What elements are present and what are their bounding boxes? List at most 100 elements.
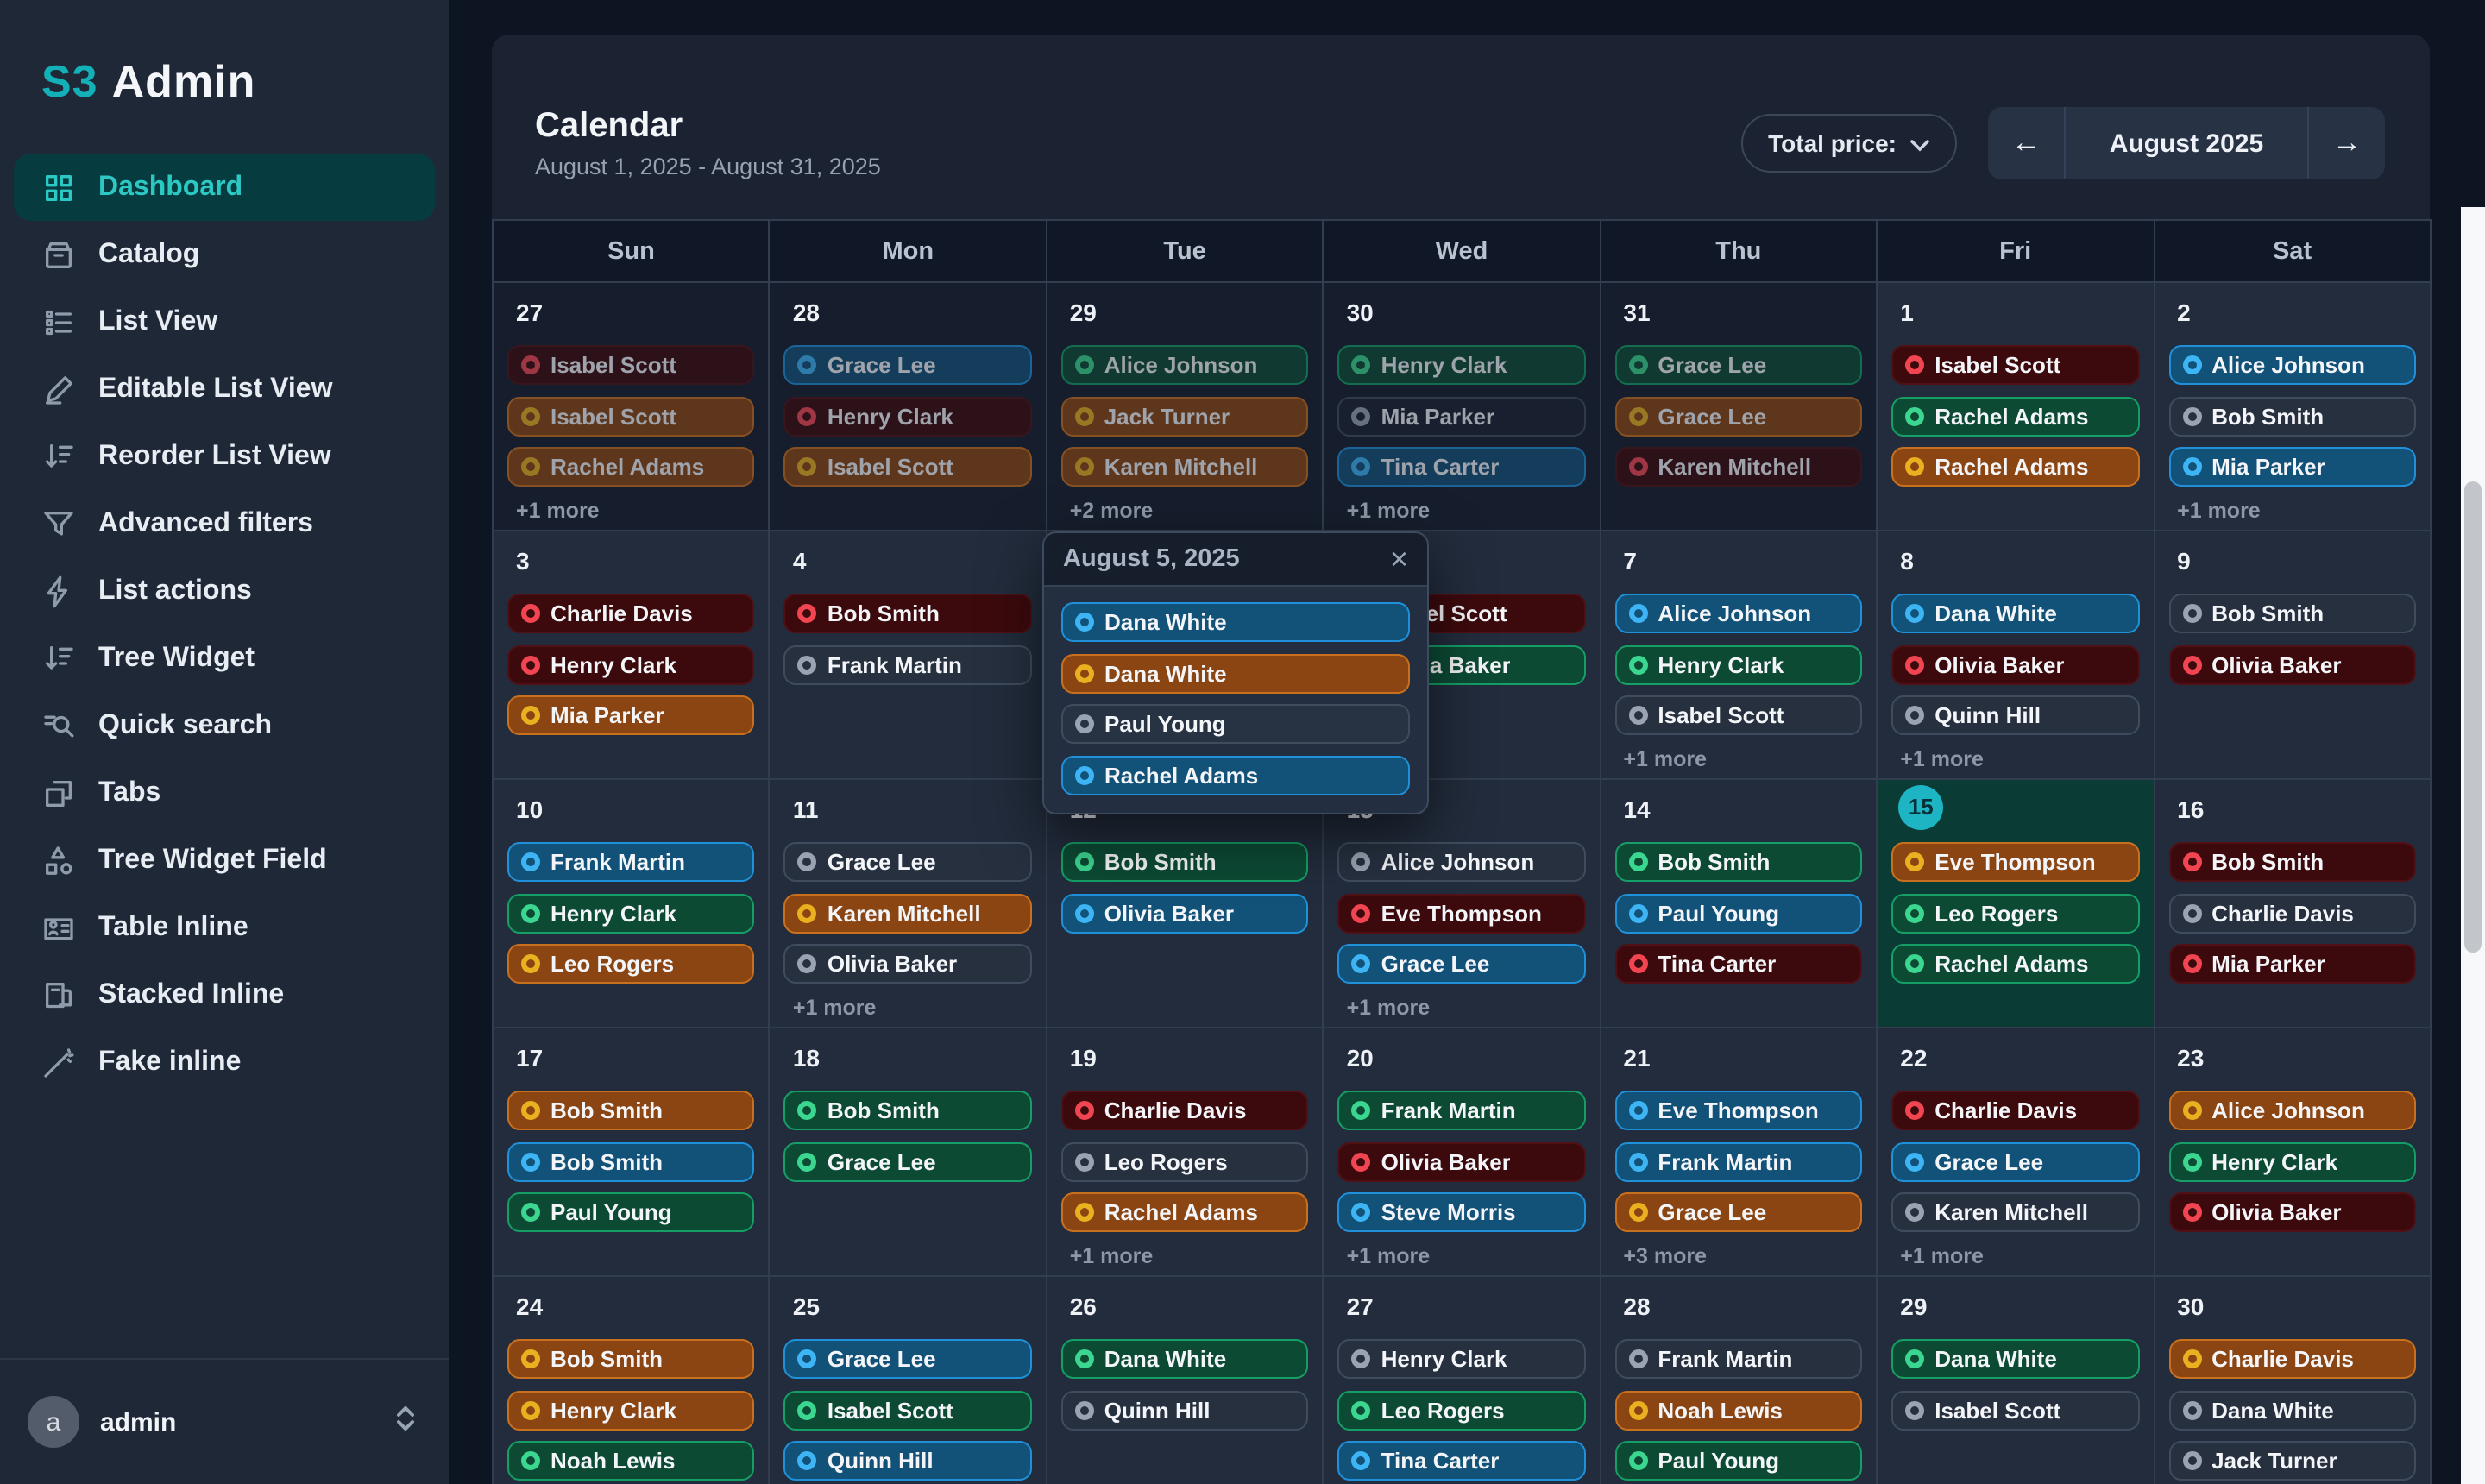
more-events-link[interactable]: +3 more [1623,1243,1707,1267]
event-pill[interactable]: Isabel Scott [507,345,755,385]
event-pill[interactable]: Henry Clark [507,1390,755,1430]
event-pill[interactable]: Leo Rogers [1060,1141,1309,1181]
event-pill[interactable]: Henry Clark [1614,645,1863,684]
day-cell-22[interactable]: 22 Charlie Davis Grace Lee Karen Mitchell +1… [1878,1028,2155,1277]
day-cell-1[interactable]: 1 Isabel Scott Rachel Adams Rachel Adams [1878,283,2155,531]
day-cell-26[interactable]: 26 Dana White Quinn Hill [1047,1277,1324,1484]
event-pill[interactable]: Quinn Hill [783,1441,1032,1481]
event-pill[interactable]: Jack Turner [1060,396,1309,436]
event-pill[interactable]: Dana White [1891,594,2140,633]
day-cell-11[interactable]: 11 Grace Lee Karen Mitchell Olivia Baker +1 … [770,780,1047,1028]
event-pill[interactable]: Paul Young [1061,704,1410,744]
day-cell-24[interactable]: 24 Bob Smith Henry Clark Noah Lewis [494,1277,771,1484]
event-pill[interactable]: Eve Thompson [1891,842,2140,882]
event-pill[interactable]: Bob Smith [1614,842,1863,882]
event-pill[interactable]: Tina Carter [1337,1441,1586,1481]
event-pill[interactable]: Grace Lee [1337,944,1586,984]
sidebar-item-reorder-list-view[interactable]: Reorder List View [14,423,435,490]
event-pill[interactable]: Karen Mitchell [1614,447,1863,487]
close-icon[interactable]: × [1389,542,1408,576]
event-pill[interactable]: Henry Clark [507,893,755,933]
event-pill[interactable]: Charlie Davis [2168,893,2416,933]
event-pill[interactable]: Grace Lee [1891,1141,2140,1181]
event-pill[interactable]: Rachel Adams [1060,1192,1309,1232]
day-cell-7[interactable]: 7 Alice Johnson Henry Clark Isabel Scott +1 … [1601,531,1878,780]
event-pill[interactable]: Olivia Baker [783,944,1032,984]
prev-month-button[interactable]: ← [2011,126,2041,159]
event-pill[interactable]: Karen Mitchell [1891,1192,2140,1232]
event-pill[interactable]: Grace Lee [783,842,1032,882]
event-pill[interactable]: Eve Thompson [1337,893,1586,933]
more-events-link[interactable]: +1 more [792,995,877,1019]
event-pill[interactable]: Paul Young [1614,893,1863,933]
event-pill[interactable]: Bob Smith [2168,594,2416,633]
day-cell-27[interactable]: 27 Henry Clark Leo Rogers Tina Carter [1324,1277,1601,1484]
event-pill[interactable]: Alice Johnson [1337,842,1586,882]
event-pill[interactable]: Grace Lee [1614,1192,1863,1232]
day-cell-15[interactable]: 15 Eve Thompson Leo Rogers Rachel Adams [1878,780,2155,1028]
event-pill[interactable]: Leo Rogers [1337,1390,1586,1430]
more-events-link[interactable]: +1 more [1900,1243,1984,1267]
more-events-link[interactable]: +1 more [516,498,600,522]
day-cell-29[interactable]: 29 Dana White Isabel Scott [1878,1277,2155,1484]
sidebar-item-stacked-inline[interactable]: Stacked Inline [14,961,435,1028]
event-pill[interactable]: Grace Lee [783,1339,1032,1379]
event-pill[interactable]: Dana White [1060,1339,1309,1379]
more-events-link[interactable]: +1 more [1346,1243,1431,1267]
event-pill[interactable]: Olivia Baker [1891,645,2140,684]
event-pill[interactable]: Quinn Hill [1891,695,2140,735]
event-pill[interactable]: Isabel Scott [1614,695,1863,735]
day-cell-27[interactable]: 27 Isabel Scott Isabel Scott Rachel Adams +1… [494,283,771,531]
event-pill[interactable]: Henry Clark [2168,1141,2416,1181]
event-pill[interactable]: Dana White [1891,1339,2140,1379]
event-pill[interactable]: Leo Rogers [507,944,755,984]
event-pill[interactable]: Bob Smith [2168,842,2416,882]
event-pill[interactable]: Charlie Davis [2168,1339,2416,1379]
event-pill[interactable]: Grace Lee [783,1141,1032,1181]
event-pill[interactable]: Olivia Baker [2168,1192,2416,1232]
event-pill[interactable]: Noah Lewis [507,1441,755,1481]
more-events-link[interactable]: +1 more [1623,746,1707,770]
event-pill[interactable]: Rachel Adams [1061,755,1410,795]
event-pill[interactable]: Henry Clark [507,645,755,684]
scrollbar-track[interactable] [2461,207,2485,1484]
more-events-link[interactable]: +2 more [1069,498,1154,522]
event-pill[interactable]: Paul Young [507,1192,755,1232]
event-pill[interactable]: Mia Parker [2168,447,2416,487]
event-pill[interactable]: Olivia Baker [1337,1141,1586,1181]
event-pill[interactable]: Jack Turner [2168,1441,2416,1481]
scrollbar-thumb[interactable] [2464,481,2482,953]
sidebar-item-dashboard[interactable]: Dashboard [14,154,435,221]
event-pill[interactable]: Isabel Scott [507,396,755,436]
event-pill[interactable]: Henry Clark [783,396,1032,436]
sidebar-item-catalog[interactable]: Catalog [14,221,435,288]
event-pill[interactable]: Mia Parker [1337,396,1586,436]
event-pill[interactable]: Tina Carter [1614,944,1863,984]
sidebar-item-advanced-filters[interactable]: Advanced filters [14,490,435,557]
sidebar-item-editable-list-view[interactable]: Editable List View [14,355,435,423]
day-cell-29[interactable]: 29 Alice Johnson Jack Turner Karen Mitchell… [1047,283,1324,531]
event-pill[interactable]: Alice Johnson [1614,594,1863,633]
event-pill[interactable]: Charlie Davis [507,594,755,633]
day-cell-14[interactable]: 14 Bob Smith Paul Young Tina Carter [1601,780,1878,1028]
event-pill[interactable]: Paul Young [1614,1441,1863,1481]
more-events-link[interactable]: +1 more [2177,498,2261,522]
event-pill[interactable]: Mia Parker [2168,944,2416,984]
day-cell-17[interactable]: 17 Bob Smith Bob Smith Paul Young [494,1028,771,1277]
event-pill[interactable]: Isabel Scott [783,1390,1032,1430]
day-cell-23[interactable]: 23 Alice Johnson Henry Clark Olivia Baker [2155,1028,2432,1277]
sidebar-item-list-view[interactable]: List View [14,288,435,355]
event-pill[interactable]: Bob Smith [507,1141,755,1181]
event-pill[interactable]: Dana White [2168,1390,2416,1430]
more-events-link[interactable]: +1 more [1346,498,1431,522]
event-pill[interactable]: Charlie Davis [1060,1091,1309,1130]
day-cell-30[interactable]: 30 Henry Clark Mia Parker Tina Carter +1 mor… [1324,283,1601,531]
day-cell-30[interactable]: 30 Charlie Davis Dana White Jack Turner [2155,1277,2432,1484]
sidebar-item-list-actions[interactable]: List actions [14,557,435,625]
event-pill[interactable]: Rachel Adams [1891,447,2140,487]
event-pill[interactable]: Tina Carter [1337,447,1586,487]
next-month-button[interactable]: → [2332,126,2362,159]
event-pill[interactable]: Karen Mitchell [1060,447,1309,487]
event-pill[interactable]: Grace Lee [783,345,1032,385]
